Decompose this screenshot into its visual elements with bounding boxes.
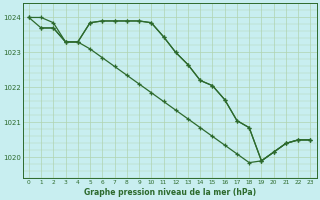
X-axis label: Graphe pression niveau de la mer (hPa): Graphe pression niveau de la mer (hPa)	[84, 188, 256, 197]
